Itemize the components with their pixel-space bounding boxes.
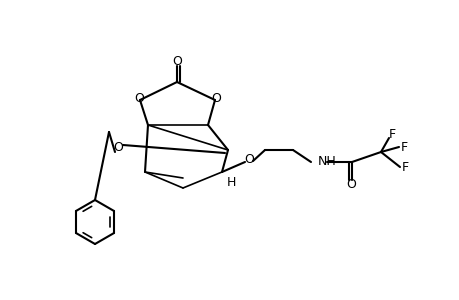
Text: O: O bbox=[172, 55, 182, 68]
Text: NH: NH bbox=[317, 154, 336, 167]
Text: O: O bbox=[134, 92, 144, 104]
Text: F: F bbox=[401, 160, 408, 173]
Text: F: F bbox=[387, 128, 395, 140]
Text: O: O bbox=[211, 92, 220, 104]
Text: O: O bbox=[113, 140, 123, 154]
Text: H: H bbox=[226, 176, 235, 188]
Text: O: O bbox=[244, 152, 253, 166]
Text: F: F bbox=[400, 140, 407, 154]
Text: O: O bbox=[345, 178, 355, 191]
